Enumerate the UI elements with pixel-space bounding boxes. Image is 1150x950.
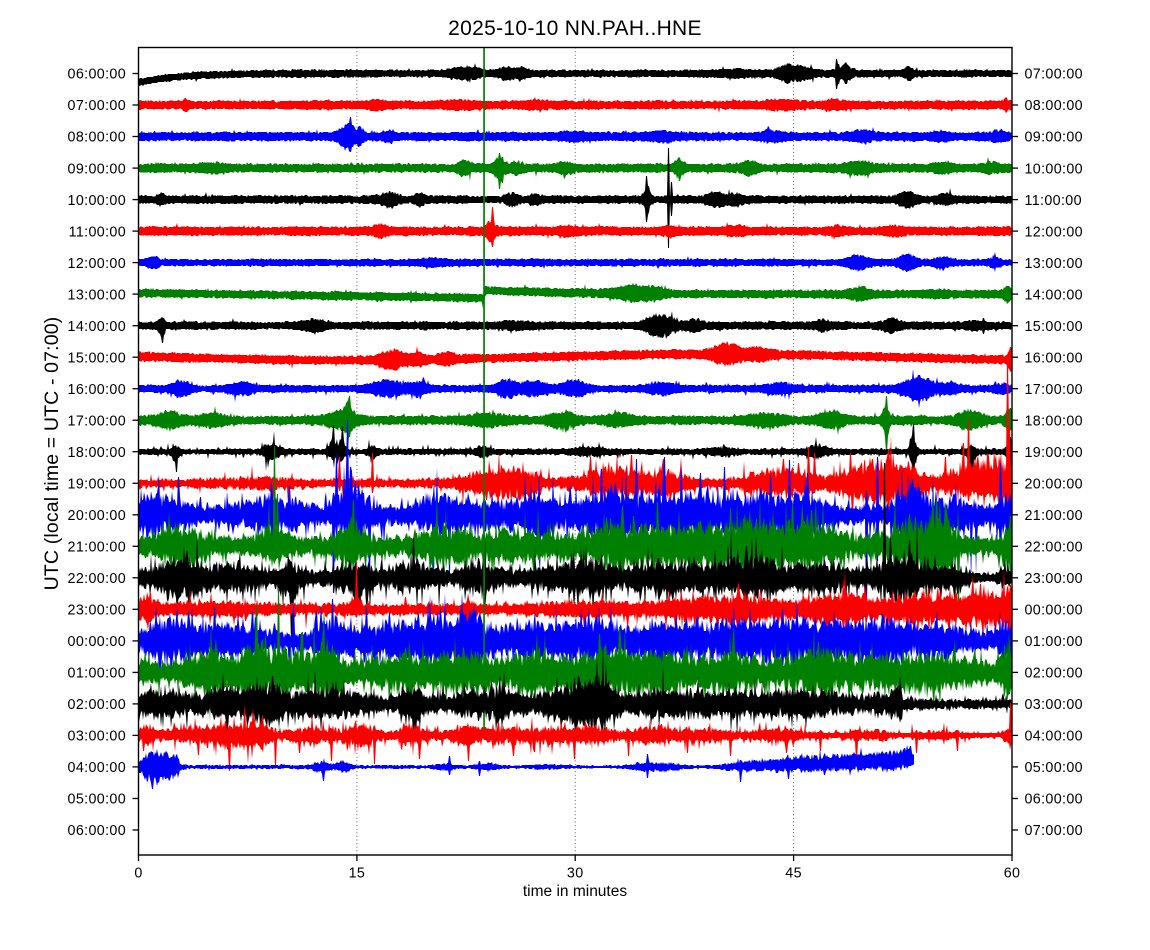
svg-text:07:00:00: 07:00:00	[1025, 67, 1083, 83]
svg-text:18:00:00: 18:00:00	[68, 445, 126, 461]
svg-text:22:00:00: 22:00:00	[68, 571, 126, 587]
svg-text:17:00:00: 17:00:00	[68, 413, 126, 429]
svg-text:02:00:00: 02:00:00	[68, 697, 126, 713]
svg-text:16:00:00: 16:00:00	[1025, 350, 1083, 366]
svg-text:45: 45	[785, 866, 802, 882]
svg-text:15: 15	[349, 866, 366, 882]
svg-text:12:00:00: 12:00:00	[68, 256, 126, 272]
svg-text:04:00:00: 04:00:00	[68, 760, 126, 776]
svg-text:08:00:00: 08:00:00	[1025, 98, 1083, 114]
svg-text:11:00:00: 11:00:00	[69, 224, 126, 240]
svg-text:20:00:00: 20:00:00	[1025, 477, 1083, 493]
svg-text:17:00:00: 17:00:00	[1025, 382, 1083, 398]
svg-text:23:00:00: 23:00:00	[1025, 571, 1083, 587]
svg-text:01:00:00: 01:00:00	[68, 666, 126, 682]
svg-text:03:00:00: 03:00:00	[68, 729, 126, 745]
svg-text:15:00:00: 15:00:00	[1025, 319, 1083, 335]
svg-text:22:00:00: 22:00:00	[1025, 540, 1083, 556]
svg-text:03:00:00: 03:00:00	[1025, 697, 1083, 713]
svg-text:23:00:00: 23:00:00	[68, 603, 126, 619]
svg-text:00:00:00: 00:00:00	[68, 634, 126, 650]
svg-text:time in minutes: time in minutes	[523, 883, 627, 900]
svg-text:0: 0	[134, 866, 142, 882]
svg-text:05:00:00: 05:00:00	[68, 792, 126, 808]
svg-text:06:00:00: 06:00:00	[1025, 792, 1083, 808]
svg-text:21:00:00: 21:00:00	[1025, 508, 1083, 524]
svg-text:19:00:00: 19:00:00	[1025, 445, 1083, 461]
svg-text:10:00:00: 10:00:00	[68, 193, 126, 209]
svg-text:14:00:00: 14:00:00	[68, 319, 126, 335]
svg-text:11:00:00: 11:00:00	[1025, 193, 1082, 209]
svg-text:01:00:00: 01:00:00	[1025, 634, 1083, 650]
svg-text:21:00:00: 21:00:00	[68, 540, 126, 556]
svg-text:12:00:00: 12:00:00	[1025, 224, 1083, 240]
svg-text:19:00:00: 19:00:00	[68, 477, 126, 493]
svg-text:09:00:00: 09:00:00	[1025, 130, 1083, 146]
svg-text:09:00:00: 09:00:00	[68, 161, 126, 177]
svg-text:13:00:00: 13:00:00	[68, 287, 126, 303]
svg-text:05:00:00: 05:00:00	[1025, 760, 1083, 776]
svg-text:18:00:00: 18:00:00	[1025, 413, 1083, 429]
svg-text:UTC (local time = UTC - 07:00): UTC (local time = UTC - 07:00)	[41, 317, 63, 591]
svg-text:14:00:00: 14:00:00	[1025, 287, 1083, 303]
svg-text:00:00:00: 00:00:00	[1025, 603, 1083, 619]
svg-text:13:00:00: 13:00:00	[1025, 256, 1083, 272]
svg-text:30: 30	[567, 866, 584, 882]
svg-text:06:00:00: 06:00:00	[68, 823, 126, 839]
svg-text:04:00:00: 04:00:00	[1025, 729, 1083, 745]
svg-text:16:00:00: 16:00:00	[68, 382, 126, 398]
svg-text:07:00:00: 07:00:00	[1025, 823, 1083, 839]
svg-text:10:00:00: 10:00:00	[1025, 161, 1083, 177]
svg-text:08:00:00: 08:00:00	[68, 130, 126, 146]
svg-text:07:00:00: 07:00:00	[68, 98, 126, 114]
svg-text:60: 60	[1004, 866, 1021, 882]
svg-text:02:00:00: 02:00:00	[1025, 666, 1083, 682]
svg-text:20:00:00: 20:00:00	[68, 508, 126, 524]
svg-text:15:00:00: 15:00:00	[68, 350, 126, 366]
svg-text:06:00:00: 06:00:00	[68, 67, 126, 83]
svg-text:2025-10-10 NN.PAH..HNE: 2025-10-10 NN.PAH..HNE	[448, 17, 702, 40]
